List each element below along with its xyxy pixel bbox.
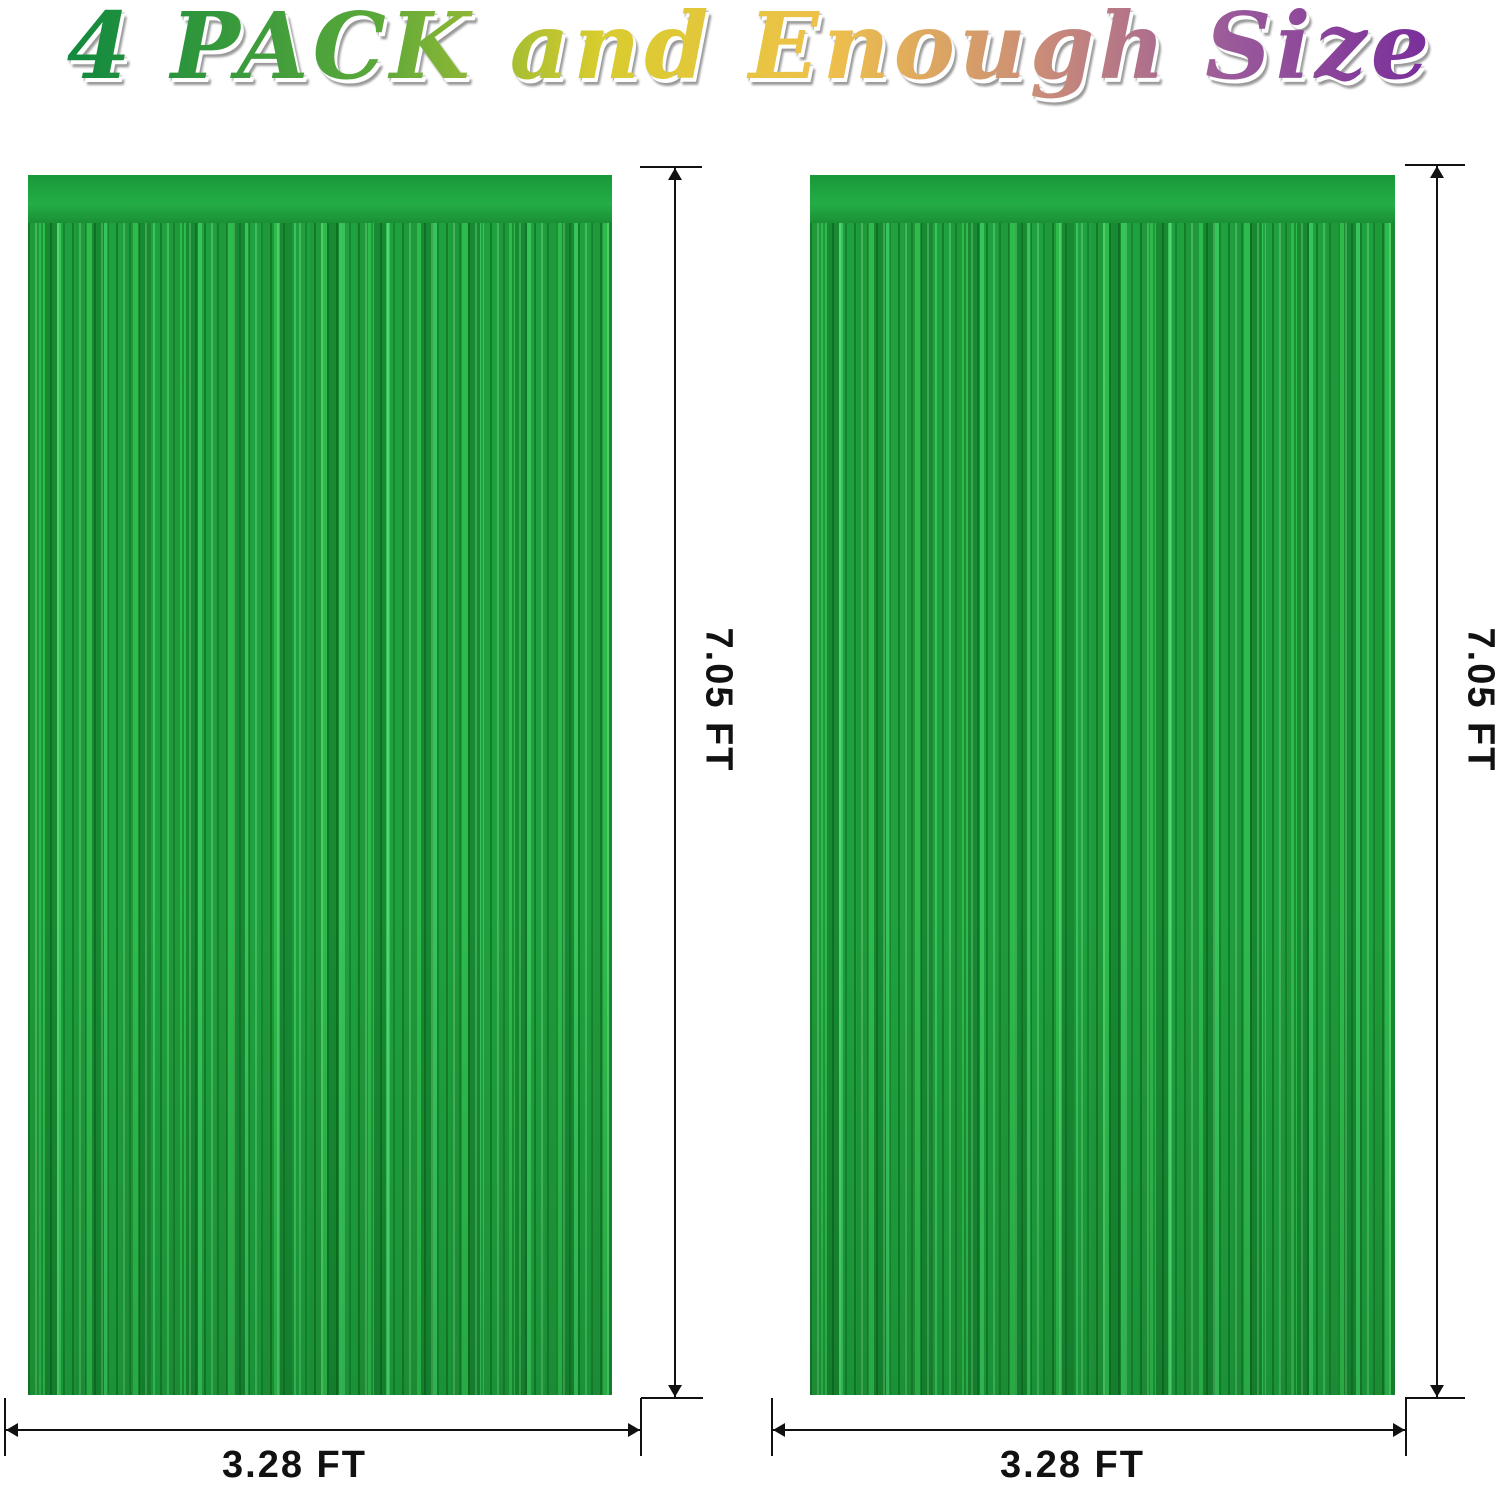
curtain-shading bbox=[28, 175, 612, 1395]
dimension-tick-right bbox=[1405, 1398, 1407, 1456]
arrow-left-icon bbox=[6, 1423, 18, 1437]
dimension-line-horizontal bbox=[6, 1429, 640, 1431]
arrow-up-icon bbox=[668, 168, 682, 180]
arrow-down-icon bbox=[668, 1385, 682, 1397]
height-label: 7.05 FT bbox=[697, 628, 740, 773]
arrow-left-icon bbox=[773, 1423, 785, 1437]
arrow-up-icon bbox=[1430, 166, 1444, 178]
foil-curtain-left bbox=[28, 175, 612, 1395]
curtain-shading bbox=[810, 175, 1395, 1395]
dimension-line-horizontal bbox=[773, 1429, 1405, 1431]
arrow-right-icon bbox=[628, 1423, 640, 1437]
dimension-tick-right bbox=[640, 1398, 642, 1456]
width-label: 3.28 FT bbox=[1000, 1444, 1145, 1487]
dimension-tick-bottom bbox=[641, 1397, 703, 1399]
foil-curtain-right bbox=[810, 175, 1395, 1395]
height-label: 7.05 FT bbox=[1459, 628, 1500, 773]
headline: 4 PACK and Enough Size bbox=[0, 0, 1500, 100]
dimension-tick-bottom bbox=[1405, 1397, 1465, 1399]
dimension-line-vertical bbox=[674, 168, 676, 1397]
dimension-line-vertical bbox=[1436, 166, 1438, 1397]
arrow-down-icon bbox=[1430, 1385, 1444, 1397]
width-label: 3.28 FT bbox=[222, 1444, 367, 1487]
arrow-right-icon bbox=[1393, 1423, 1405, 1437]
